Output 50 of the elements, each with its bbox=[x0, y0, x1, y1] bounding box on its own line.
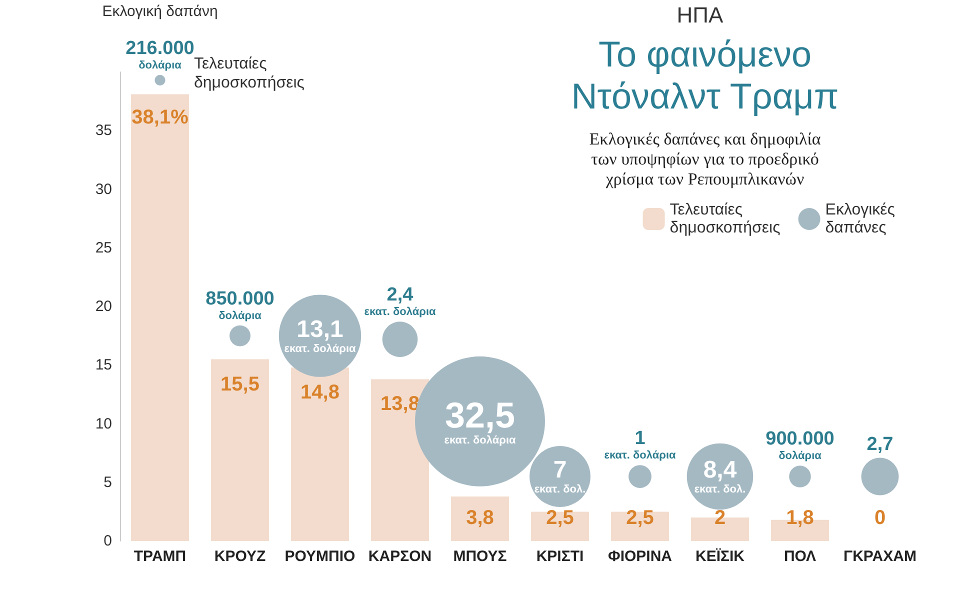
y-tick-label: 15 bbox=[95, 356, 112, 374]
data-label: 15,5 bbox=[220, 373, 260, 396]
annotation: 7 εκατ. δολ. bbox=[534, 456, 586, 496]
chart-title: Το φαινόμενο Ντόναλντ Τραμπ bbox=[571, 34, 839, 116]
y-tick-label: 25 bbox=[95, 239, 112, 256]
annotation: 8,4 εκατ. δολ. bbox=[694, 456, 746, 496]
text: Εκλογικές δαπάνες και δημοφιλία των υποψηφίων για το προεδρικό χρίσμα των Ρεπουμπλικανών bbox=[589, 130, 821, 188]
y-tick-label: 0 bbox=[104, 532, 112, 550]
annotation: 32,5 εκατ. δολάρια bbox=[444, 394, 516, 446]
annotation: 900.000 δολάρια bbox=[766, 428, 834, 462]
annotation: 216.000 δολάρια bbox=[126, 38, 194, 72]
x-tick-label: ΚΡΙΣΤΙ bbox=[536, 548, 584, 565]
data-label: 0 bbox=[874, 507, 886, 529]
annotation: 1 εκατ. δολάρια bbox=[604, 428, 676, 462]
data-label: 2 bbox=[714, 507, 726, 529]
data-label: 13,8 bbox=[380, 393, 420, 416]
x-tick-label: ΤΡΑΜΠ bbox=[134, 548, 186, 565]
legend-label: Εκλογικές δαπάνες bbox=[825, 202, 896, 236]
x-tick-label: ΜΠΟΥΣ bbox=[453, 548, 507, 565]
annotation: 2,7 bbox=[866, 434, 894, 455]
bar bbox=[211, 359, 269, 541]
y-tick-label: 20 bbox=[95, 298, 112, 315]
y-tick-label: 10 bbox=[95, 415, 112, 432]
x-tick-label: ΡΟΥΜΠΙΟ bbox=[284, 548, 356, 565]
text: Εκλογική δαπάνη bbox=[102, 3, 218, 20]
x-tick-label: ΦΙΟΡΙΝΑ bbox=[608, 548, 672, 565]
x-tick-label: ΚΑΡΣΟΝ bbox=[368, 548, 432, 565]
annotation: 13,1 εκατ. δολάρια bbox=[284, 316, 356, 355]
bar bbox=[451, 496, 509, 541]
x-tick-label: ΚΕΪΣΙΚ bbox=[695, 548, 745, 565]
data-label: 38,1% bbox=[132, 106, 189, 128]
x-tick-label: ΓΚΡΑΧΑΜ bbox=[844, 548, 916, 565]
annotation: 850.000 δολάρια bbox=[206, 288, 274, 322]
y-tick-label: 5 bbox=[104, 474, 112, 491]
data-label: 2,5 bbox=[546, 507, 574, 529]
data-label: 1,8 bbox=[786, 507, 814, 529]
bar bbox=[131, 94, 189, 541]
y-tick-label: 30 bbox=[95, 180, 112, 198]
y-tick-label: 35 bbox=[95, 122, 112, 140]
annotation: 2,4 εκατ. δολάρια bbox=[364, 284, 436, 318]
x-tick-label: ΠΟΛ bbox=[784, 548, 816, 565]
data-label: 14,8 bbox=[300, 381, 340, 404]
data-label: 3,8 bbox=[466, 507, 494, 529]
x-tick-label: ΚΡΟΥΖ bbox=[214, 548, 266, 565]
annotation: Τελευταίες δημοσκοπήσεις bbox=[194, 55, 305, 92]
bar bbox=[611, 512, 669, 541]
bar bbox=[531, 512, 589, 541]
text: ΗΠΑ bbox=[676, 2, 724, 28]
legend-label: Τελευταίες δημοσκοπήσεις bbox=[670, 202, 781, 236]
data-label: 2,5 bbox=[626, 507, 654, 529]
